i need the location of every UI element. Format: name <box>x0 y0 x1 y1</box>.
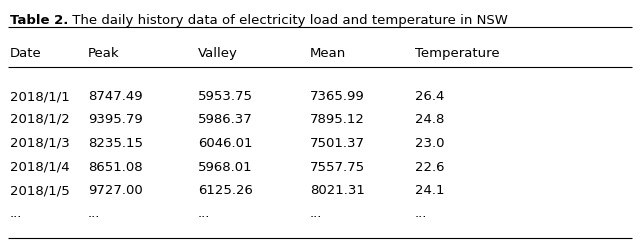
Text: 5986.37: 5986.37 <box>198 113 253 126</box>
Text: ...: ... <box>415 207 428 220</box>
Text: Table 2.: Table 2. <box>10 14 68 27</box>
Text: 8651.08: 8651.08 <box>88 161 143 174</box>
Text: 26.4: 26.4 <box>415 90 444 103</box>
Text: 22.6: 22.6 <box>415 161 445 174</box>
Text: 24.8: 24.8 <box>415 113 444 126</box>
Text: 2018/1/2: 2018/1/2 <box>10 113 70 126</box>
Text: Valley: Valley <box>198 47 238 60</box>
Text: Peak: Peak <box>88 47 120 60</box>
Text: 2018/1/3: 2018/1/3 <box>10 137 70 150</box>
Text: ...: ... <box>415 229 428 241</box>
Text: 7365.99: 7365.99 <box>310 90 365 103</box>
Text: ...: ... <box>10 229 22 241</box>
Text: 23.0: 23.0 <box>415 137 445 150</box>
Text: ...: ... <box>10 207 22 220</box>
Text: 2018/1/4: 2018/1/4 <box>10 161 70 174</box>
Text: 9727.00: 9727.00 <box>88 184 143 197</box>
Text: ...: ... <box>88 207 100 220</box>
Text: Date: Date <box>10 47 42 60</box>
Text: 2018/1/1: 2018/1/1 <box>10 90 70 103</box>
Text: ...: ... <box>198 207 211 220</box>
Text: ...: ... <box>198 229 211 241</box>
Text: 8235.15: 8235.15 <box>88 137 143 150</box>
Text: 5953.75: 5953.75 <box>198 90 253 103</box>
Text: ...: ... <box>310 207 323 220</box>
Text: 24.1: 24.1 <box>415 184 445 197</box>
Text: 5968.01: 5968.01 <box>198 161 253 174</box>
Text: 2018/1/5: 2018/1/5 <box>10 184 70 197</box>
Text: 7557.75: 7557.75 <box>310 161 365 174</box>
Text: 8747.49: 8747.49 <box>88 90 143 103</box>
Text: 6125.26: 6125.26 <box>198 184 253 197</box>
Text: 8021.31: 8021.31 <box>310 184 365 197</box>
Text: 7501.37: 7501.37 <box>310 137 365 150</box>
Text: The daily history data of electricity load and temperature in NSW: The daily history data of electricity lo… <box>68 14 508 27</box>
Text: 9395.79: 9395.79 <box>88 113 143 126</box>
Text: ...: ... <box>310 229 323 241</box>
Text: 6046.01: 6046.01 <box>198 137 253 150</box>
Text: Temperature: Temperature <box>415 47 500 60</box>
Text: ...: ... <box>88 229 100 241</box>
Text: 7895.12: 7895.12 <box>310 113 365 126</box>
Text: Mean: Mean <box>310 47 346 60</box>
